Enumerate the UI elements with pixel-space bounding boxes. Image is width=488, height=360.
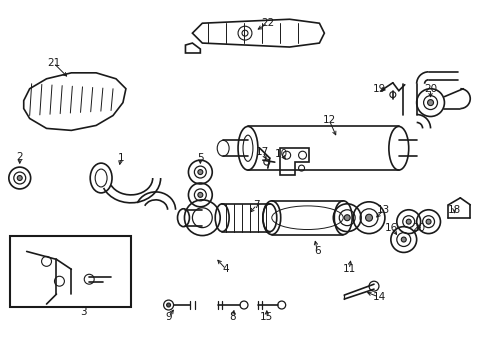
Text: 14: 14 (371, 292, 385, 302)
Circle shape (198, 192, 203, 197)
Circle shape (17, 176, 22, 180)
Circle shape (401, 237, 406, 242)
Text: 10: 10 (275, 149, 288, 159)
Bar (10, 235, 131, 307)
Text: 15: 15 (260, 312, 273, 322)
Text: 1: 1 (118, 153, 124, 163)
Circle shape (166, 303, 170, 307)
Circle shape (406, 219, 410, 224)
Text: 8: 8 (228, 312, 235, 322)
Text: 2: 2 (17, 152, 23, 162)
Text: 3: 3 (80, 307, 86, 317)
Text: 16: 16 (385, 222, 398, 233)
Text: 21: 21 (47, 58, 60, 68)
Circle shape (425, 219, 430, 224)
Text: 19: 19 (371, 84, 385, 94)
Text: 20: 20 (411, 222, 425, 233)
Text: 6: 6 (313, 247, 320, 256)
Text: 18: 18 (447, 205, 460, 215)
Text: 12: 12 (322, 116, 335, 126)
Text: 9: 9 (165, 312, 172, 322)
Text: 7: 7 (253, 200, 260, 210)
Circle shape (365, 214, 372, 221)
Text: 17: 17 (256, 147, 269, 157)
Circle shape (344, 215, 349, 221)
Text: 11: 11 (342, 264, 355, 274)
Circle shape (427, 100, 433, 105)
Text: 22: 22 (261, 18, 274, 28)
Circle shape (198, 170, 203, 175)
Text: 5: 5 (197, 153, 203, 163)
Text: 4: 4 (223, 264, 229, 274)
Text: 13: 13 (377, 205, 390, 215)
Text: 20: 20 (423, 84, 436, 94)
